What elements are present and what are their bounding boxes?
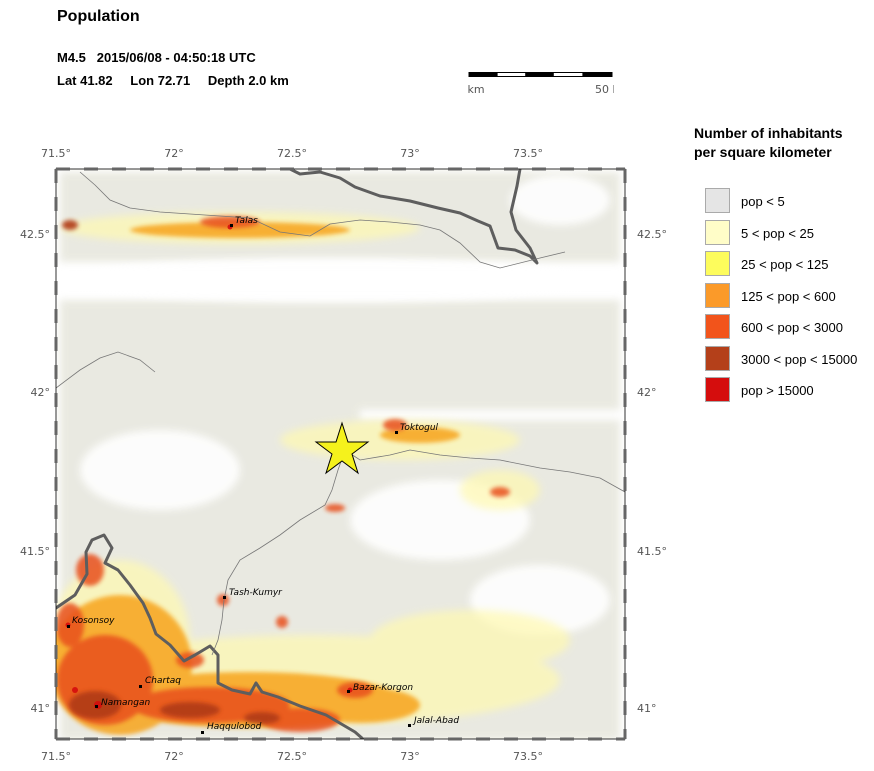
svg-text:Haqqulobod: Haqqulobod — [207, 722, 262, 732]
lon-tick-labels: 71.5° 72° 72.5° 73° 73.5° 71.5° 72° 72.5… — [41, 147, 543, 763]
svg-text:Jalal-Abad: Jalal-Abad — [412, 716, 459, 726]
legend-swatch — [705, 251, 730, 276]
city-tash-kumyr: Tash-Kumyr — [223, 588, 283, 599]
svg-text:Bazar-Korgon: Bazar-Korgon — [353, 683, 413, 693]
legend-label: pop > 15000 — [741, 383, 814, 398]
scale-end-label: 50 km — [595, 83, 614, 94]
country-border — [56, 169, 539, 739]
lat-tick-right: 42.5° — [637, 228, 667, 241]
epicenter-star-icon — [314, 421, 370, 475]
city-kosonsoy: Kosonsoy — [67, 616, 115, 628]
lon-tick-top: 71.5° — [41, 147, 71, 160]
lat-tick-left: 42° — [31, 386, 51, 399]
legend-label: 125 < pop < 600 — [741, 288, 836, 304]
scale-bar: 0 km 50 km — [468, 72, 614, 94]
svg-text:Tash-Kumyr: Tash-Kumyr — [229, 588, 283, 598]
lat-tick-right: 42° — [637, 386, 657, 399]
svg-text:Talas: Talas — [235, 216, 258, 226]
lon-text: Lon 72.71 — [130, 73, 191, 88]
datetime-text: 2015/06/08 - 04:50:18 UTC — [96, 50, 256, 65]
map-border-dashes — [54, 167, 627, 741]
lon-tick-top: 72° — [164, 147, 184, 160]
svg-text:Chartaq: Chartaq — [145, 676, 181, 686]
city-jalal-abad: Jalal-Abad — [408, 716, 459, 727]
lat-tick-left: 41° — [31, 702, 51, 715]
lat-tick-right: 41° — [637, 702, 657, 715]
city-markers: Talas Toktogul Tash-Kumyr Kosonsoy Chart… — [67, 216, 459, 734]
lat-tick-left: 42.5° — [20, 228, 50, 241]
lon-tick-bottom: 72.5° — [277, 750, 307, 763]
svg-text:Toktogul: Toktogul — [400, 423, 439, 433]
scale-start-label: 0 km — [468, 83, 485, 94]
legend-title: Number of inhabitants per square kilomet… — [694, 124, 843, 162]
legend-label: 25 < pop < 125 — [741, 257, 829, 272]
city-chartak: Chartaq — [139, 676, 181, 688]
lon-tick-top: 73.5° — [513, 147, 543, 160]
lat-tick-labels: 42.5° 42° 41.5° 41° 42.5° 42° 41.5° 41° — [20, 228, 667, 715]
legend-swatch — [705, 314, 730, 339]
legend-label: 3000 < pop < 15000 — [741, 351, 858, 367]
lon-tick-top: 72.5° — [277, 147, 307, 160]
legend-title-line1: Number of inhabitants — [694, 125, 843, 141]
legend-swatch — [705, 377, 730, 402]
lat-tick-left: 41.5° — [20, 545, 50, 558]
lon-tick-bottom: 73.5° — [513, 750, 543, 763]
legend-label: 600 < pop < 3000 — [741, 320, 843, 335]
lon-tick-top: 73° — [400, 147, 420, 160]
depth-text: Depth 2.0 km — [207, 73, 289, 88]
lat-text: Lat 41.82 — [57, 73, 113, 88]
legend-label: 5 < pop < 25 — [741, 225, 815, 241]
legend-swatch — [705, 282, 730, 308]
population-raster — [56, 169, 625, 739]
legend-title-line2: per square kilometer — [694, 144, 832, 160]
magnitude-text: M4.5 — [57, 50, 86, 65]
map-title: Population — [57, 8, 140, 25]
svg-text:Namangan: Namangan — [101, 698, 150, 708]
event-location: Lat 41.82 Lon 72.71 Depth 2.0 km — [57, 73, 303, 88]
lon-tick-bottom: 72° — [164, 750, 184, 763]
lon-tick-bottom: 73° — [400, 750, 420, 763]
lat-tick-right: 41.5° — [637, 545, 667, 558]
legend-label: pop < 5 — [741, 194, 785, 209]
city-bazar-korgon: Bazar-Korgon — [347, 683, 413, 693]
city-talas: Talas — [230, 216, 258, 227]
city-toktogul: Toktogul — [395, 423, 439, 434]
city-namangan: Namangan — [95, 698, 150, 708]
event-summary: M4.5 2015/06/08 - 04:50:18 UTC — [57, 50, 256, 65]
legend-swatch — [705, 219, 730, 245]
legend-swatch — [705, 188, 730, 213]
city-haqqulobod: Haqqulobod — [201, 722, 262, 734]
admin-boundary — [56, 171, 625, 656]
lon-tick-bottom: 71.5° — [41, 750, 71, 763]
svg-text:Kosonsoy: Kosonsoy — [72, 616, 115, 626]
legend-swatch — [705, 345, 730, 371]
